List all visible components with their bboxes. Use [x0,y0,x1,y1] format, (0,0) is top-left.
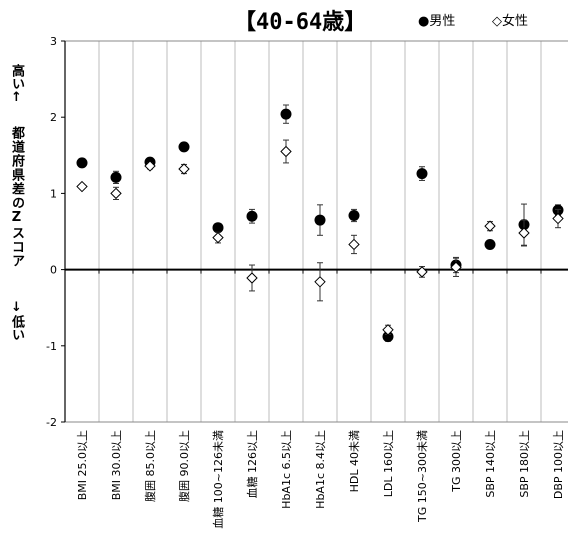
female-point [178,163,190,175]
female-point [110,187,122,200]
x-category-label: 血糖 126以上 [245,430,259,499]
male-point [110,171,122,183]
y-tick-label: 0 [50,264,57,277]
x-category-label: LDL 160以上 [382,430,395,497]
male-point [76,157,88,169]
female-point [518,227,530,239]
y-label-high: 高い↑ [9,64,24,105]
male-point [314,214,326,226]
male-point [484,238,496,250]
male-point [246,210,258,222]
male-point [416,168,428,180]
female-point [246,272,258,284]
x-category-label: 血糖 100~126未満 [211,430,225,529]
female-point [552,212,564,225]
x-category-label: 腹囲 90.0以上 [177,430,191,502]
female-point [212,231,224,244]
x-category-label: HbA1c 6.5以上 [280,430,293,509]
y-label-main: 都道府県差のZスコア [9,126,24,268]
female-point [280,145,292,158]
legend-item-male: ●男性 [418,14,456,29]
legend-item-female: ◇女性 [492,14,528,29]
female-point [450,261,462,274]
female-point [144,160,156,172]
x-category-label: TG 150~300未満 [416,430,429,523]
y-tick-label: 2 [50,111,57,124]
female-point [76,180,88,193]
x-category-label: SBP 140以上 [484,430,497,498]
female-point [348,238,360,251]
x-category-label: DBP 100以上 [552,430,565,499]
female-point [382,324,394,336]
y-tick-label: 1 [50,187,57,200]
y-tick-label: -1 [46,340,57,353]
male-point [212,222,224,234]
label-layer: 3 2 1 0 -1 -2 BMI 25.0以上 BMI 30.0以上 腹囲 85.0以上 腹囲 … [46,35,565,529]
marks-layer [76,104,564,343]
y-tick-label: -2 [46,416,57,429]
x-category-label: 腹囲 85.0以上 [143,430,157,502]
female-point [484,220,496,232]
female-point [416,266,428,278]
x-category-label: BMI 30.0以上 [110,430,123,500]
female-point [314,276,326,288]
male-point [178,141,190,153]
x-category-label: HDL 40未満 [348,430,361,492]
y-tick-label: 3 [50,35,57,48]
x-category-label: SBP 180以上 [518,430,531,498]
male-point [348,209,360,221]
x-category-label: TG 300以上 [450,430,463,493]
x-category-label: BMI 25.0以上 [76,430,89,500]
grid-layer [98,41,542,422]
chart-title: 【40-64歳】 [234,10,367,35]
y-label-low: ↓低い [9,300,24,341]
plot-area [65,41,568,422]
male-point [280,108,292,120]
x-category-label: HbA1c 8.4以上 [314,430,327,509]
